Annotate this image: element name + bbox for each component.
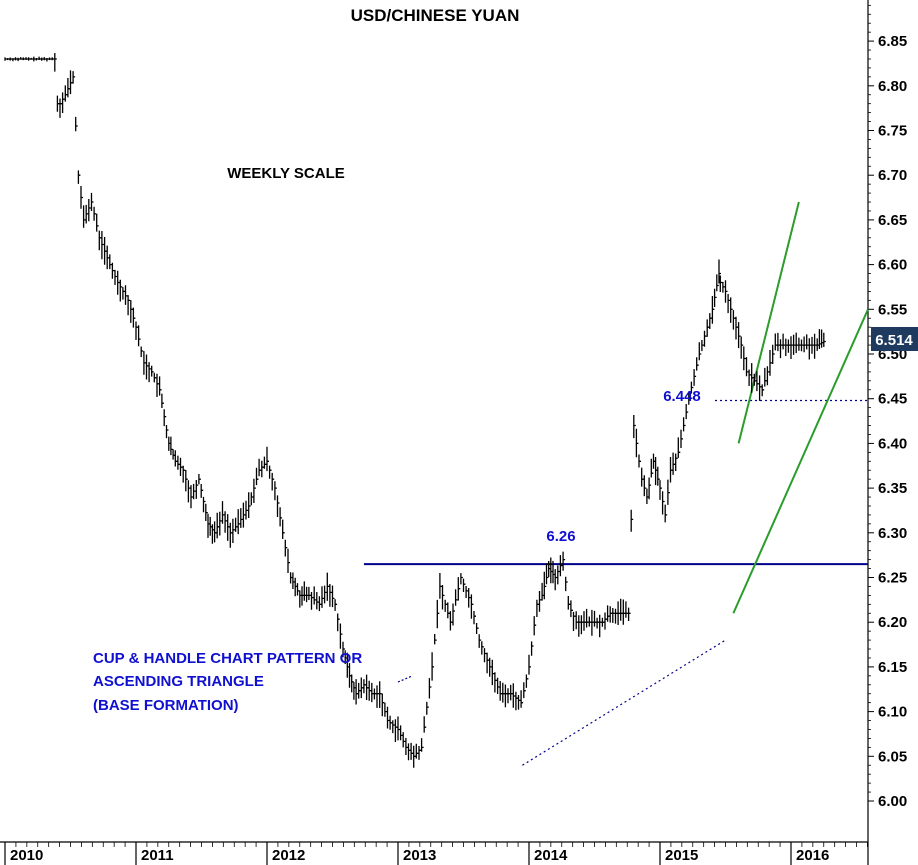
y-tick-label: 6.25 [878,570,907,587]
pattern-line-3: (BASE FORMATION) [93,697,239,714]
pattern-line-1: CUP & HANDLE CHART PATTERN OR [93,650,362,667]
pattern-pointer [397,675,413,683]
y-tick-label: 6.30 [878,525,907,542]
resistance-label: 6.26 [546,528,575,545]
breakout-label: 6.448 [663,388,701,405]
y-tick-label: 6.75 [878,123,907,140]
x-tick-label: 2012 [272,847,305,864]
x-tick-label: 2013 [403,847,436,864]
channel-lower-line [732,308,869,614]
y-tick-label: 6.80 [878,78,907,95]
y-tick-label: 6.35 [878,480,907,497]
x-tick-label: 2010 [10,847,43,864]
y-tick-label: 6.05 [878,748,907,765]
chart-title: USD/CHINESE YUAN [351,6,520,25]
y-tick-label: 6.15 [878,659,907,676]
y-tick-label: 6.55 [878,301,907,318]
last-value-bg [871,327,918,351]
y-tick-label: 6.20 [878,614,907,631]
last-value-badge: 6.514 [871,327,918,351]
x-tick-label: 2015 [665,847,698,864]
x-tick-label: 2011 [141,847,174,864]
scale-note: WEEKLY SCALE [227,165,345,182]
pattern-line-2: ASCENDING TRIANGLE [93,673,264,690]
x-tick-label: 2014 [534,847,568,864]
y-tick-label: 6.85 [878,33,907,50]
rising-support-line [522,639,726,766]
x-tick-label: 2016 [796,847,829,864]
y-tick-label: 6.70 [878,167,907,184]
y-tick-label: 6.45 [878,391,907,408]
y-tick-label: 6.10 [878,704,907,721]
y-tick-label: 6.00 [878,793,907,810]
price-series [4,53,826,768]
y-tick-label: 6.65 [878,212,907,229]
y-tick-label: 6.60 [878,257,907,274]
channel-upper-line [737,201,800,444]
last-value-label: 6.514 [875,332,913,349]
y-tick-label: 6.40 [878,435,907,452]
